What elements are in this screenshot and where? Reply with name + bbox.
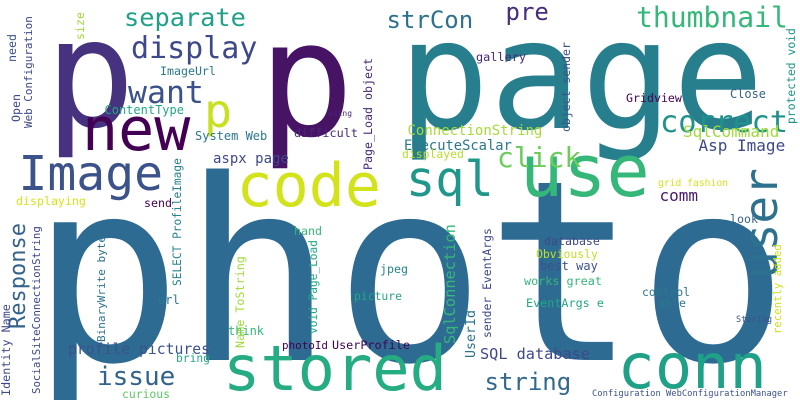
word-correct: correct xyxy=(660,105,789,140)
word-protected-void: protected void xyxy=(783,28,798,124)
word-pre: pre xyxy=(505,0,549,26)
word-thumbnail: thumbnail xyxy=(636,1,788,34)
word-hand: hand xyxy=(294,224,322,238)
word-configuration-webconfigurationmanager: Configuration WebConfigurationManager xyxy=(592,388,788,399)
word-p: p xyxy=(258,0,355,173)
word-need: need xyxy=(5,34,19,62)
word-curious: curious xyxy=(122,386,171,400)
word-control: control xyxy=(642,284,691,299)
word-recently-added: recently added xyxy=(770,244,784,334)
word-separate: separate xyxy=(124,2,246,32)
word-displaying: displaying xyxy=(16,194,86,208)
word-click: click xyxy=(497,141,582,174)
word-image: Image xyxy=(18,146,164,202)
word-photo: photo xyxy=(30,127,790,400)
word-grid-fashion: grid fashion xyxy=(658,178,728,189)
word-name-tostring: Name ToString xyxy=(233,256,247,348)
word-binarywrite-byte: BinaryWrite byte xyxy=(94,236,108,342)
word-identity-name: Identity Name xyxy=(0,304,13,396)
word-photoid: photoId xyxy=(282,338,328,352)
word-send: send xyxy=(144,196,172,210)
word-open: Open xyxy=(9,94,23,122)
word-select-profileimage: SELECT ProfileImage xyxy=(170,158,184,286)
word-object-sender: object sender xyxy=(559,42,573,132)
word-using: using xyxy=(328,109,352,118)
word-sql: sql xyxy=(406,151,494,208)
word-p: p xyxy=(204,84,233,139)
word-aspx-page: aspx page xyxy=(213,151,289,167)
word-p: p xyxy=(45,0,136,162)
word-able: able xyxy=(658,296,686,310)
word-system-web: System Web xyxy=(195,129,268,143)
word-asp-image: Asp Image xyxy=(698,136,786,155)
word-userid: UserId xyxy=(463,310,479,358)
word-code: code xyxy=(236,151,382,221)
word-sqlcommand: SqlCommand xyxy=(683,122,780,141)
word-best-way: best way xyxy=(540,259,598,273)
word-use: use xyxy=(520,129,650,213)
word-socialsiteconnectionstring: SocialSiteConnectionString xyxy=(29,226,43,394)
word-contenttype: ContentType xyxy=(104,103,184,117)
word-void-page-load: void Page_Load xyxy=(306,240,320,334)
word-obviously: Obviously xyxy=(536,246,598,261)
word-userprofile: UserProfile xyxy=(332,338,410,352)
word-size: size xyxy=(73,12,87,40)
word-eventargs-e: EventArgs e xyxy=(526,296,604,310)
word-string: string xyxy=(484,368,572,396)
word-web-configuration: Web Configuration xyxy=(21,16,35,128)
word-imageurl: ImageUrl xyxy=(160,64,216,78)
word-sqlconnection: SqlConnection xyxy=(440,224,459,344)
word-want: want xyxy=(128,75,204,111)
word-database: database xyxy=(544,234,600,248)
word-jpeg: jpeg xyxy=(380,262,408,276)
word-close: Close xyxy=(730,87,766,101)
word-sql-database: SQL database xyxy=(480,344,590,363)
word-bring: bring xyxy=(176,351,210,365)
word-storing: Storing xyxy=(736,314,773,325)
word-stored: stored xyxy=(223,332,447,400)
word-strcon: strCon xyxy=(386,6,474,34)
word-look: look xyxy=(730,212,758,226)
word-issue: issue xyxy=(97,362,176,392)
word-gallery: gallery xyxy=(476,50,526,64)
word-picture: picture xyxy=(354,288,403,303)
word-new: new xyxy=(82,95,191,165)
word-works-great: works great xyxy=(524,274,602,288)
word-executescalar: ExecuteScalar xyxy=(404,138,512,154)
word-difficult: difficult xyxy=(294,126,358,140)
word-think: think xyxy=(228,324,264,338)
word-page: page xyxy=(398,0,765,164)
word-gridview: Gridview xyxy=(626,91,682,105)
word-comm: comm xyxy=(659,186,699,205)
word-profile-pictures: profile pictures xyxy=(68,340,210,358)
word-display: display xyxy=(131,31,258,66)
word-sender-eventargs: sender EventArgs xyxy=(479,228,494,338)
word-conn: conn xyxy=(617,330,767,400)
word-connectionstring: ConnectionString xyxy=(407,123,543,139)
word-url: url xyxy=(158,293,180,307)
word-displayed: displayed xyxy=(402,146,464,161)
word-page-load-object: Page_Load object xyxy=(361,58,375,170)
